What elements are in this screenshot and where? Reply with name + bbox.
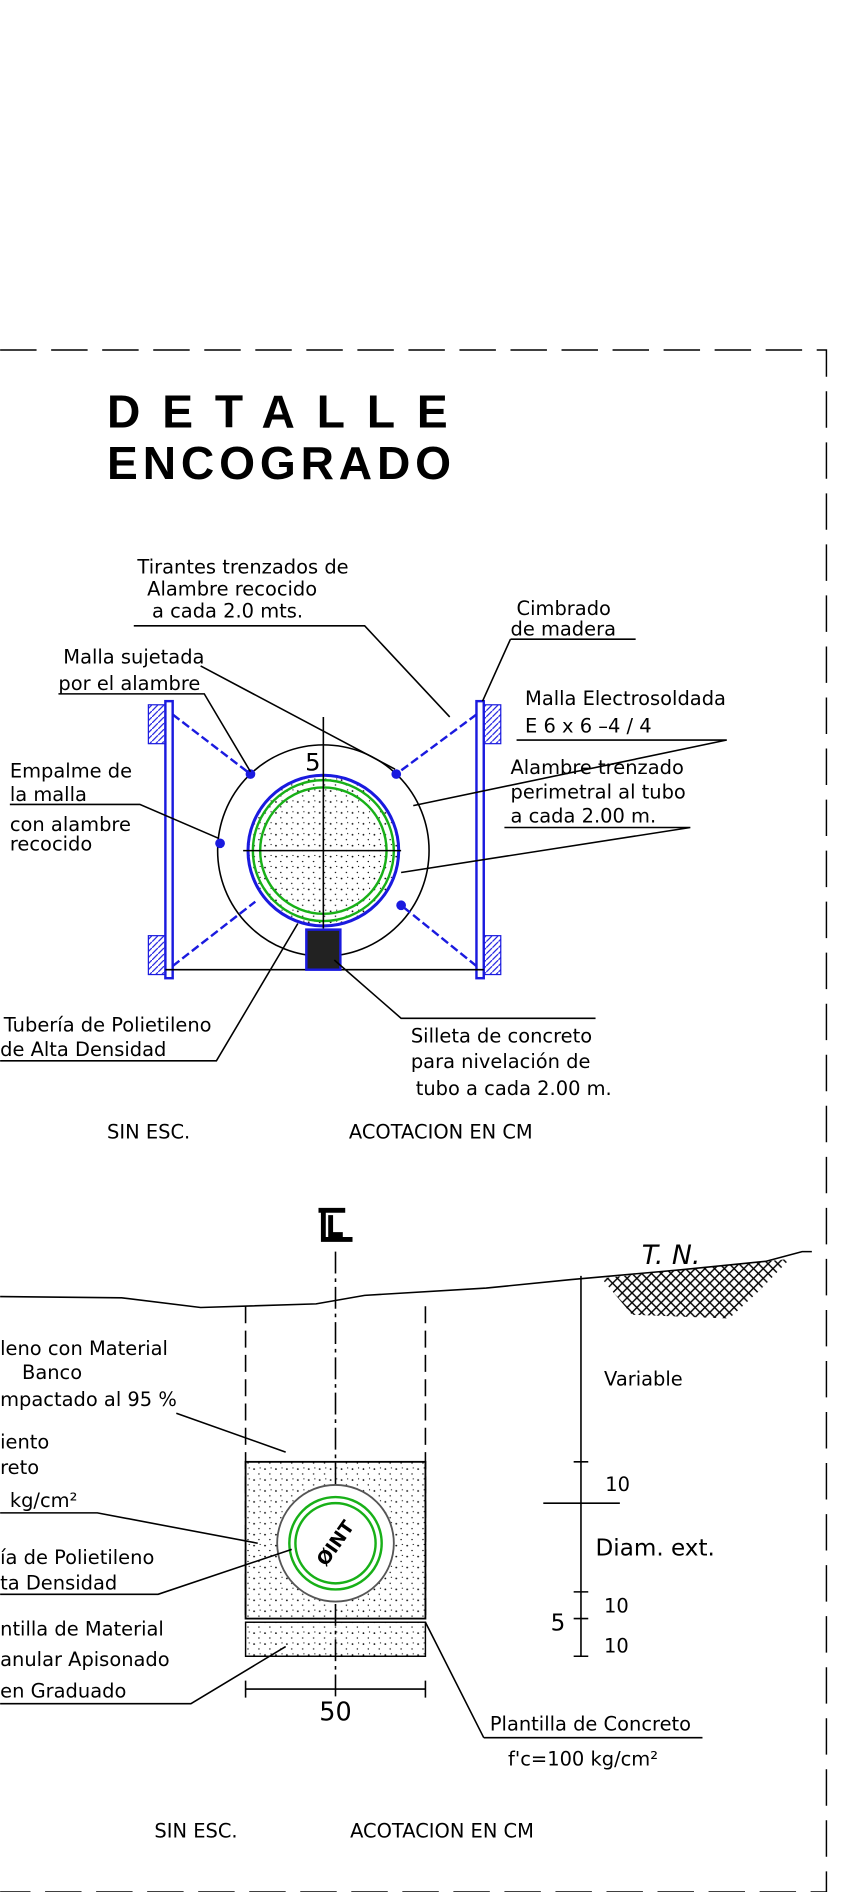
dim: Variable [604, 1367, 683, 1390]
dim: 5 [551, 1611, 566, 1637]
label: Alambre trenzado [510, 756, 683, 779]
label: a cada 2.0 mts. [152, 599, 303, 622]
label: Cimbrado [517, 597, 611, 620]
dim: 10 [604, 1595, 629, 1618]
note: SIN ESC. [154, 1819, 237, 1842]
label: de Alta Densidad [0, 1038, 166, 1061]
label: ta Densidad [0, 1571, 117, 1594]
label: en Graduado [0, 1680, 126, 1703]
label: ntilla de Material [0, 1618, 164, 1641]
label: a cada 2.00 m. [510, 805, 656, 828]
label: Tubería de Polietileno [3, 1014, 212, 1037]
label: T. N. [642, 1240, 701, 1271]
label: mpactado al 95 % [0, 1388, 177, 1411]
label: E 6 x 6 –4 / 4 [525, 715, 652, 738]
label: por el alambre [58, 672, 200, 695]
label: Banco [22, 1361, 82, 1384]
dim: 10 [604, 1635, 629, 1658]
dim: 50 [319, 1698, 351, 1728]
label: para nivelación de [411, 1050, 591, 1073]
note: SIN ESC. [107, 1121, 190, 1144]
label: anular Apisonado [0, 1648, 170, 1671]
title: DETALLE [107, 386, 470, 438]
drawing: DETALLE ENCOGRADO Tirantes trenzados de … [0, 0, 863, 1892]
label: reto [0, 1456, 39, 1479]
label: perimetral al tubo [510, 780, 685, 803]
label: ía de Polietileno [0, 1546, 154, 1569]
label: Tirantes trenzados de [136, 556, 348, 579]
label: de madera [510, 618, 616, 641]
label: f'c=100 kg/cm² [508, 1748, 658, 1771]
dim: 10 [605, 1473, 630, 1496]
label: leno con Material [0, 1337, 168, 1360]
label: tubo a cada 2.00 m. [416, 1077, 612, 1100]
label: Empalme de [10, 760, 132, 783]
label: kg/cm² [10, 1489, 78, 1512]
dim: Diam. ext. [596, 1535, 715, 1561]
label: Plantilla de Concreto [490, 1712, 691, 1735]
label: Alambre recocido [147, 577, 317, 600]
label: Silleta de concreto [411, 1025, 592, 1048]
label: recocido [10, 833, 92, 856]
label: la malla [10, 783, 87, 806]
label: iento [0, 1430, 49, 1453]
dim: 5 [305, 747, 320, 776]
label: Malla sujetada [63, 645, 204, 668]
note: ACOTACION EN CM [350, 1819, 534, 1842]
note: ACOTACION EN CM [349, 1121, 533, 1144]
label: Malla Electrosoldada [525, 687, 726, 710]
title: ENCOGRADO [107, 437, 456, 489]
